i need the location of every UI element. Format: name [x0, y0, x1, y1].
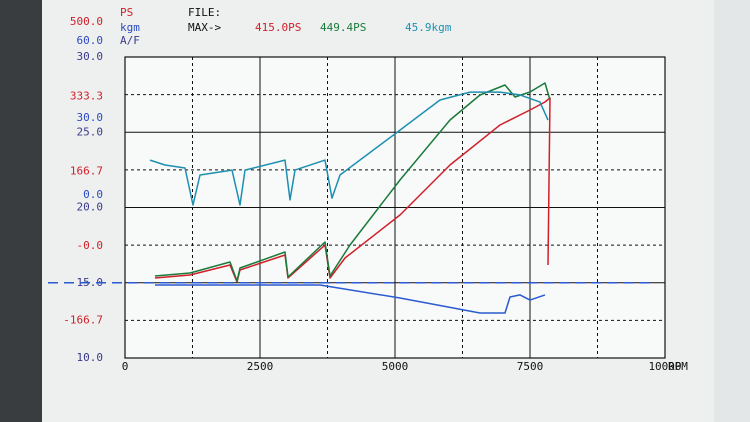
x-tick-label: 5000 [382, 360, 409, 373]
kgm-tick-label: 30.0 [77, 111, 104, 124]
af-unit: A/F [120, 34, 140, 47]
x-tick-label: 0 [122, 360, 129, 373]
x-tick-label: 2500 [247, 360, 274, 373]
kgm-unit: kgm [120, 21, 140, 34]
af-tick-label: 10.0 [77, 351, 104, 364]
file-label: FILE: [188, 6, 221, 19]
ps-tick-label: -0.0 [77, 239, 104, 252]
af-tick-label: 30.0 [77, 50, 104, 63]
ps-tick-label: 500.0 [70, 15, 103, 28]
max-green: 449.4PS [320, 21, 366, 34]
x-tick-label: 7500 [517, 360, 544, 373]
x-axis-label: RPM [668, 360, 688, 373]
ps-tick-label: 333.3 [70, 90, 103, 103]
max-label: MAX-> [188, 21, 221, 34]
series-line [149, 91, 549, 206]
af-tick-label: 20.0 [77, 201, 104, 214]
kgm-tick-label: 0.0 [83, 188, 103, 201]
max-kgm: 45.9kgm [405, 21, 452, 34]
series-line [154, 82, 551, 282]
ps-unit: PS [120, 6, 133, 19]
x-tick-label: 10000 [648, 360, 681, 373]
ps-tick-label: -166.7 [63, 314, 103, 327]
max-red: 415.0PS [255, 21, 301, 34]
af-tick-label: 25.0 [77, 125, 104, 138]
ps-tick-label: 166.7 [70, 164, 103, 177]
kgm-tick-label: 60.0 [77, 34, 104, 47]
series-line [155, 284, 546, 314]
bezel [0, 0, 42, 422]
